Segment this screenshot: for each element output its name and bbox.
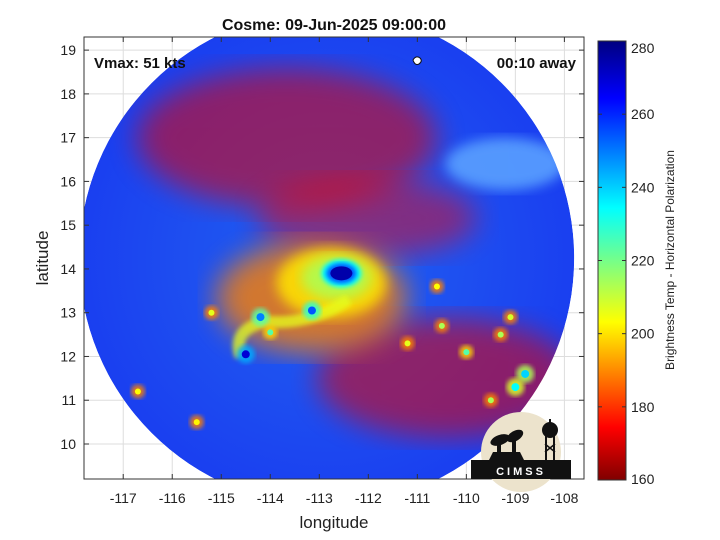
logo-text: CIMSS bbox=[496, 466, 546, 478]
convective-cell bbox=[511, 383, 520, 392]
vmax-annotation: Vmax: 51 kts bbox=[94, 55, 186, 72]
x-tick-label: -109 bbox=[501, 490, 529, 506]
y-tick-label: 12 bbox=[60, 348, 76, 364]
convective-cell bbox=[487, 397, 494, 404]
x-tick-label: -110 bbox=[453, 490, 480, 506]
convective-cell bbox=[134, 388, 141, 395]
x-tick-label: -114 bbox=[257, 490, 284, 506]
y-tick-label: 17 bbox=[60, 130, 76, 146]
convective-cell bbox=[193, 419, 200, 426]
cold-core bbox=[330, 266, 353, 281]
convective-cell bbox=[438, 322, 445, 329]
colorbar-tick-label: 160 bbox=[631, 471, 655, 487]
colorbar-ticks: 160 180 200 220 240 260 280 bbox=[598, 40, 655, 487]
brightness-temperature-swath bbox=[84, 37, 575, 479]
convective-cell bbox=[521, 369, 530, 378]
convective-cell bbox=[463, 349, 470, 356]
light-region bbox=[445, 137, 566, 190]
y-tick-label: 15 bbox=[60, 217, 76, 233]
cimss-logo: CIMSS bbox=[471, 412, 571, 492]
convective-cell bbox=[507, 314, 514, 321]
y-tick-label: 14 bbox=[60, 261, 76, 277]
satellite-dish-icon bbox=[488, 429, 525, 462]
chart-title: Cosme: 09-Jun-2025 09:00:00 bbox=[222, 17, 446, 34]
colorbar bbox=[597, 40, 627, 481]
swath-features bbox=[130, 68, 575, 438]
axes-frame bbox=[83, 36, 585, 480]
logo-bar bbox=[471, 460, 571, 479]
y-tick-label: 11 bbox=[61, 392, 76, 408]
convective-cell bbox=[256, 313, 265, 322]
colorbar-tick-label: 240 bbox=[631, 179, 655, 195]
y-axis-label: latitude bbox=[33, 231, 52, 286]
x-tick-label: -117 bbox=[110, 490, 137, 506]
x-axis-ticks: -117 -116 -115 -114 -113 -112 -111 -110 -109 -108 bbox=[110, 37, 579, 506]
convective-cell bbox=[307, 306, 316, 315]
convective-cell bbox=[267, 329, 274, 336]
y-tick-label: 10 bbox=[60, 436, 76, 452]
y-tick-label: 13 bbox=[60, 305, 76, 321]
time-away-annotation: 00:10 away bbox=[497, 55, 577, 72]
convective-cell bbox=[433, 283, 440, 290]
convective-cell bbox=[404, 340, 411, 347]
y-tick-label: 16 bbox=[60, 173, 76, 189]
colorbar-tick-label: 200 bbox=[631, 326, 655, 342]
colorbar-tick-label: 220 bbox=[631, 253, 655, 269]
colorbar-label: Brightness Temp - Horizontal Polarizatio… bbox=[663, 150, 677, 370]
convective-cell bbox=[241, 350, 250, 359]
dark-band bbox=[136, 68, 437, 208]
x-tick-label: -108 bbox=[550, 490, 578, 506]
dark-band bbox=[316, 318, 575, 438]
colorbar-tick-label: 260 bbox=[631, 106, 655, 122]
y-axis-ticks: 10 11 12 13 14 15 16 17 18 19 bbox=[60, 42, 584, 452]
x-tick-label: -116 bbox=[159, 490, 186, 506]
water-tower-icon bbox=[542, 419, 558, 462]
convective-cell bbox=[497, 331, 504, 338]
x-axis-label: longitude bbox=[299, 513, 368, 532]
colorbar-tick-label: 280 bbox=[631, 40, 655, 56]
x-tick-label: -115 bbox=[208, 490, 235, 506]
coastline-islet bbox=[412, 56, 422, 65]
convective-cell bbox=[208, 309, 215, 316]
colorbar-tick-label: 180 bbox=[631, 399, 655, 415]
y-tick-label: 19 bbox=[60, 42, 76, 58]
x-tick-label: -111 bbox=[404, 490, 430, 506]
x-tick-label: -113 bbox=[306, 490, 333, 506]
dark-band bbox=[256, 178, 477, 258]
x-tick-label: -112 bbox=[355, 490, 382, 506]
y-tick-label: 18 bbox=[60, 86, 76, 102]
